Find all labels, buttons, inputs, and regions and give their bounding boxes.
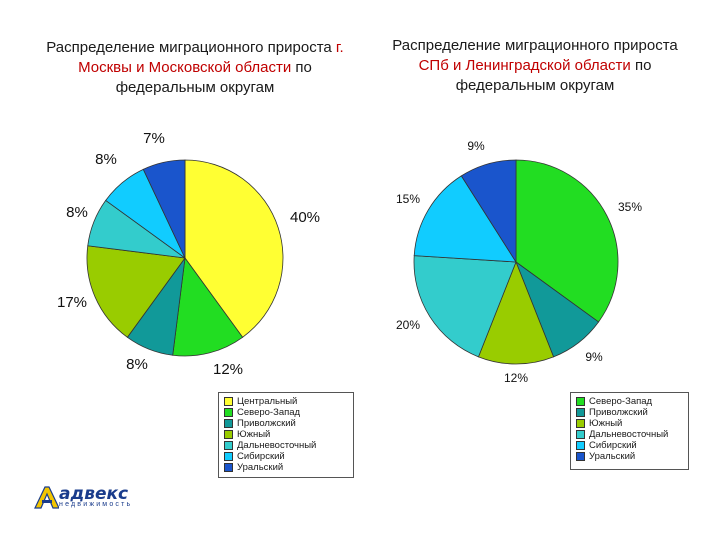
pie-slice-1-2 bbox=[477, 260, 555, 365]
legend-label: Южный bbox=[237, 429, 271, 440]
title-part: по федеральным округам bbox=[455, 57, 652, 94]
legend-entry: Приволжский bbox=[576, 407, 683, 418]
legend-spb: Северо-Запад Приволжский Южный Дальневосточ… bbox=[570, 392, 689, 470]
chart-title-moscow: Распределение миграционного прироста г. … bbox=[40, 38, 350, 98]
pie-slice-0-1 bbox=[172, 256, 244, 357]
legend-entry: Дальневосточный bbox=[576, 429, 683, 440]
legend-swatch bbox=[224, 408, 233, 417]
slice-value-label: 8% bbox=[126, 356, 148, 373]
legend-entry: Центральный bbox=[224, 396, 348, 407]
logo-word: адвекс bbox=[59, 484, 129, 504]
legend-swatch bbox=[576, 430, 585, 439]
slice-value-label: 20% bbox=[396, 318, 420, 332]
legend-label: Дальневосточный bbox=[237, 440, 317, 451]
legend-swatch bbox=[224, 397, 233, 406]
slice-value-label: 35% bbox=[618, 200, 642, 214]
title-highlight: области bbox=[574, 57, 631, 74]
legend-entry: Северо-Запад bbox=[224, 407, 348, 418]
slice-value-label: 12% bbox=[504, 371, 528, 385]
slice-value-label: 9% bbox=[585, 350, 603, 364]
title-part: по федеральным округам bbox=[115, 59, 312, 96]
legend-label: Приволжский bbox=[237, 418, 296, 429]
legend-entry: Южный bbox=[224, 429, 348, 440]
title-highlight: области bbox=[235, 59, 292, 76]
legend-swatch bbox=[576, 397, 585, 406]
legend-swatch bbox=[224, 463, 233, 472]
legend-label: Дальневосточный bbox=[589, 429, 669, 440]
legend-label: Северо-Запад bbox=[237, 407, 301, 418]
legend-entry: Южный bbox=[576, 418, 683, 429]
pie-slice-1-0 bbox=[515, 159, 619, 323]
legend-label: Северо-Запад bbox=[589, 396, 653, 407]
slice-value-label: 12% bbox=[213, 361, 243, 378]
legend-swatch bbox=[224, 441, 233, 450]
legend-entry: Приволжский bbox=[224, 418, 348, 429]
legend-swatch bbox=[576, 441, 585, 450]
legend-entry: Северо-Запад bbox=[576, 396, 683, 407]
pie-slice-1-5 bbox=[460, 159, 517, 264]
legend-entry: Уральский bbox=[224, 462, 348, 473]
slice-value-label: 8% bbox=[95, 151, 117, 168]
logo-mark-icon bbox=[34, 486, 60, 509]
pie-slice-0-0 bbox=[184, 159, 284, 338]
slice-value-label: 40% bbox=[290, 209, 320, 226]
pie-slice-1-3 bbox=[413, 255, 517, 358]
legend-swatch bbox=[224, 452, 233, 461]
chart-title-spb: Распределение миграционного прироста СПб… bbox=[385, 36, 685, 96]
pie-slice-0-6 bbox=[142, 159, 186, 259]
legend-label: Уральский bbox=[589, 451, 636, 462]
slice-value-label: 7% bbox=[143, 130, 165, 147]
legend-swatch bbox=[224, 419, 233, 428]
legend-entry: Сибирский bbox=[224, 451, 348, 462]
legend-label: Южный bbox=[589, 418, 623, 429]
legend-swatch bbox=[576, 408, 585, 417]
legend-swatch bbox=[224, 430, 233, 439]
legend-entry: Сибирский bbox=[576, 440, 683, 451]
slice-value-label: 8% bbox=[66, 204, 88, 221]
slice-value-label: 17% bbox=[57, 294, 87, 311]
legend-label: Центральный bbox=[237, 396, 298, 407]
slice-value-label: 15% bbox=[396, 192, 420, 206]
advecs-logo: адвекс недвижимость bbox=[33, 484, 145, 514]
legend-swatch bbox=[576, 419, 585, 428]
legend-label: Уральский bbox=[237, 462, 284, 473]
legend-label: Приволжский bbox=[589, 407, 648, 418]
legend-entry: Дальневосточный bbox=[224, 440, 348, 451]
logo-subtitle: недвижимость bbox=[59, 501, 133, 508]
title-part: Распределение миграционного прироста bbox=[46, 39, 336, 56]
legend-label: Сибирский bbox=[237, 451, 285, 462]
legend-label: Сибирский bbox=[589, 440, 637, 451]
slice-value-label: 9% bbox=[467, 139, 485, 153]
title-highlight: г. Москвы и Московской bbox=[78, 39, 344, 76]
legend-swatch bbox=[576, 452, 585, 461]
legend-entry: Уральский bbox=[576, 451, 683, 462]
legend-moscow: Центральный Северо-Запад Приволжский Южный Д… bbox=[218, 392, 354, 478]
pie-slice-1-4 bbox=[413, 175, 517, 263]
title-highlight: СПб и Ленинградской bbox=[418, 57, 571, 74]
pie-slice-0-3 bbox=[86, 245, 186, 338]
title-part: Распределение миграционного прироста bbox=[392, 37, 678, 54]
